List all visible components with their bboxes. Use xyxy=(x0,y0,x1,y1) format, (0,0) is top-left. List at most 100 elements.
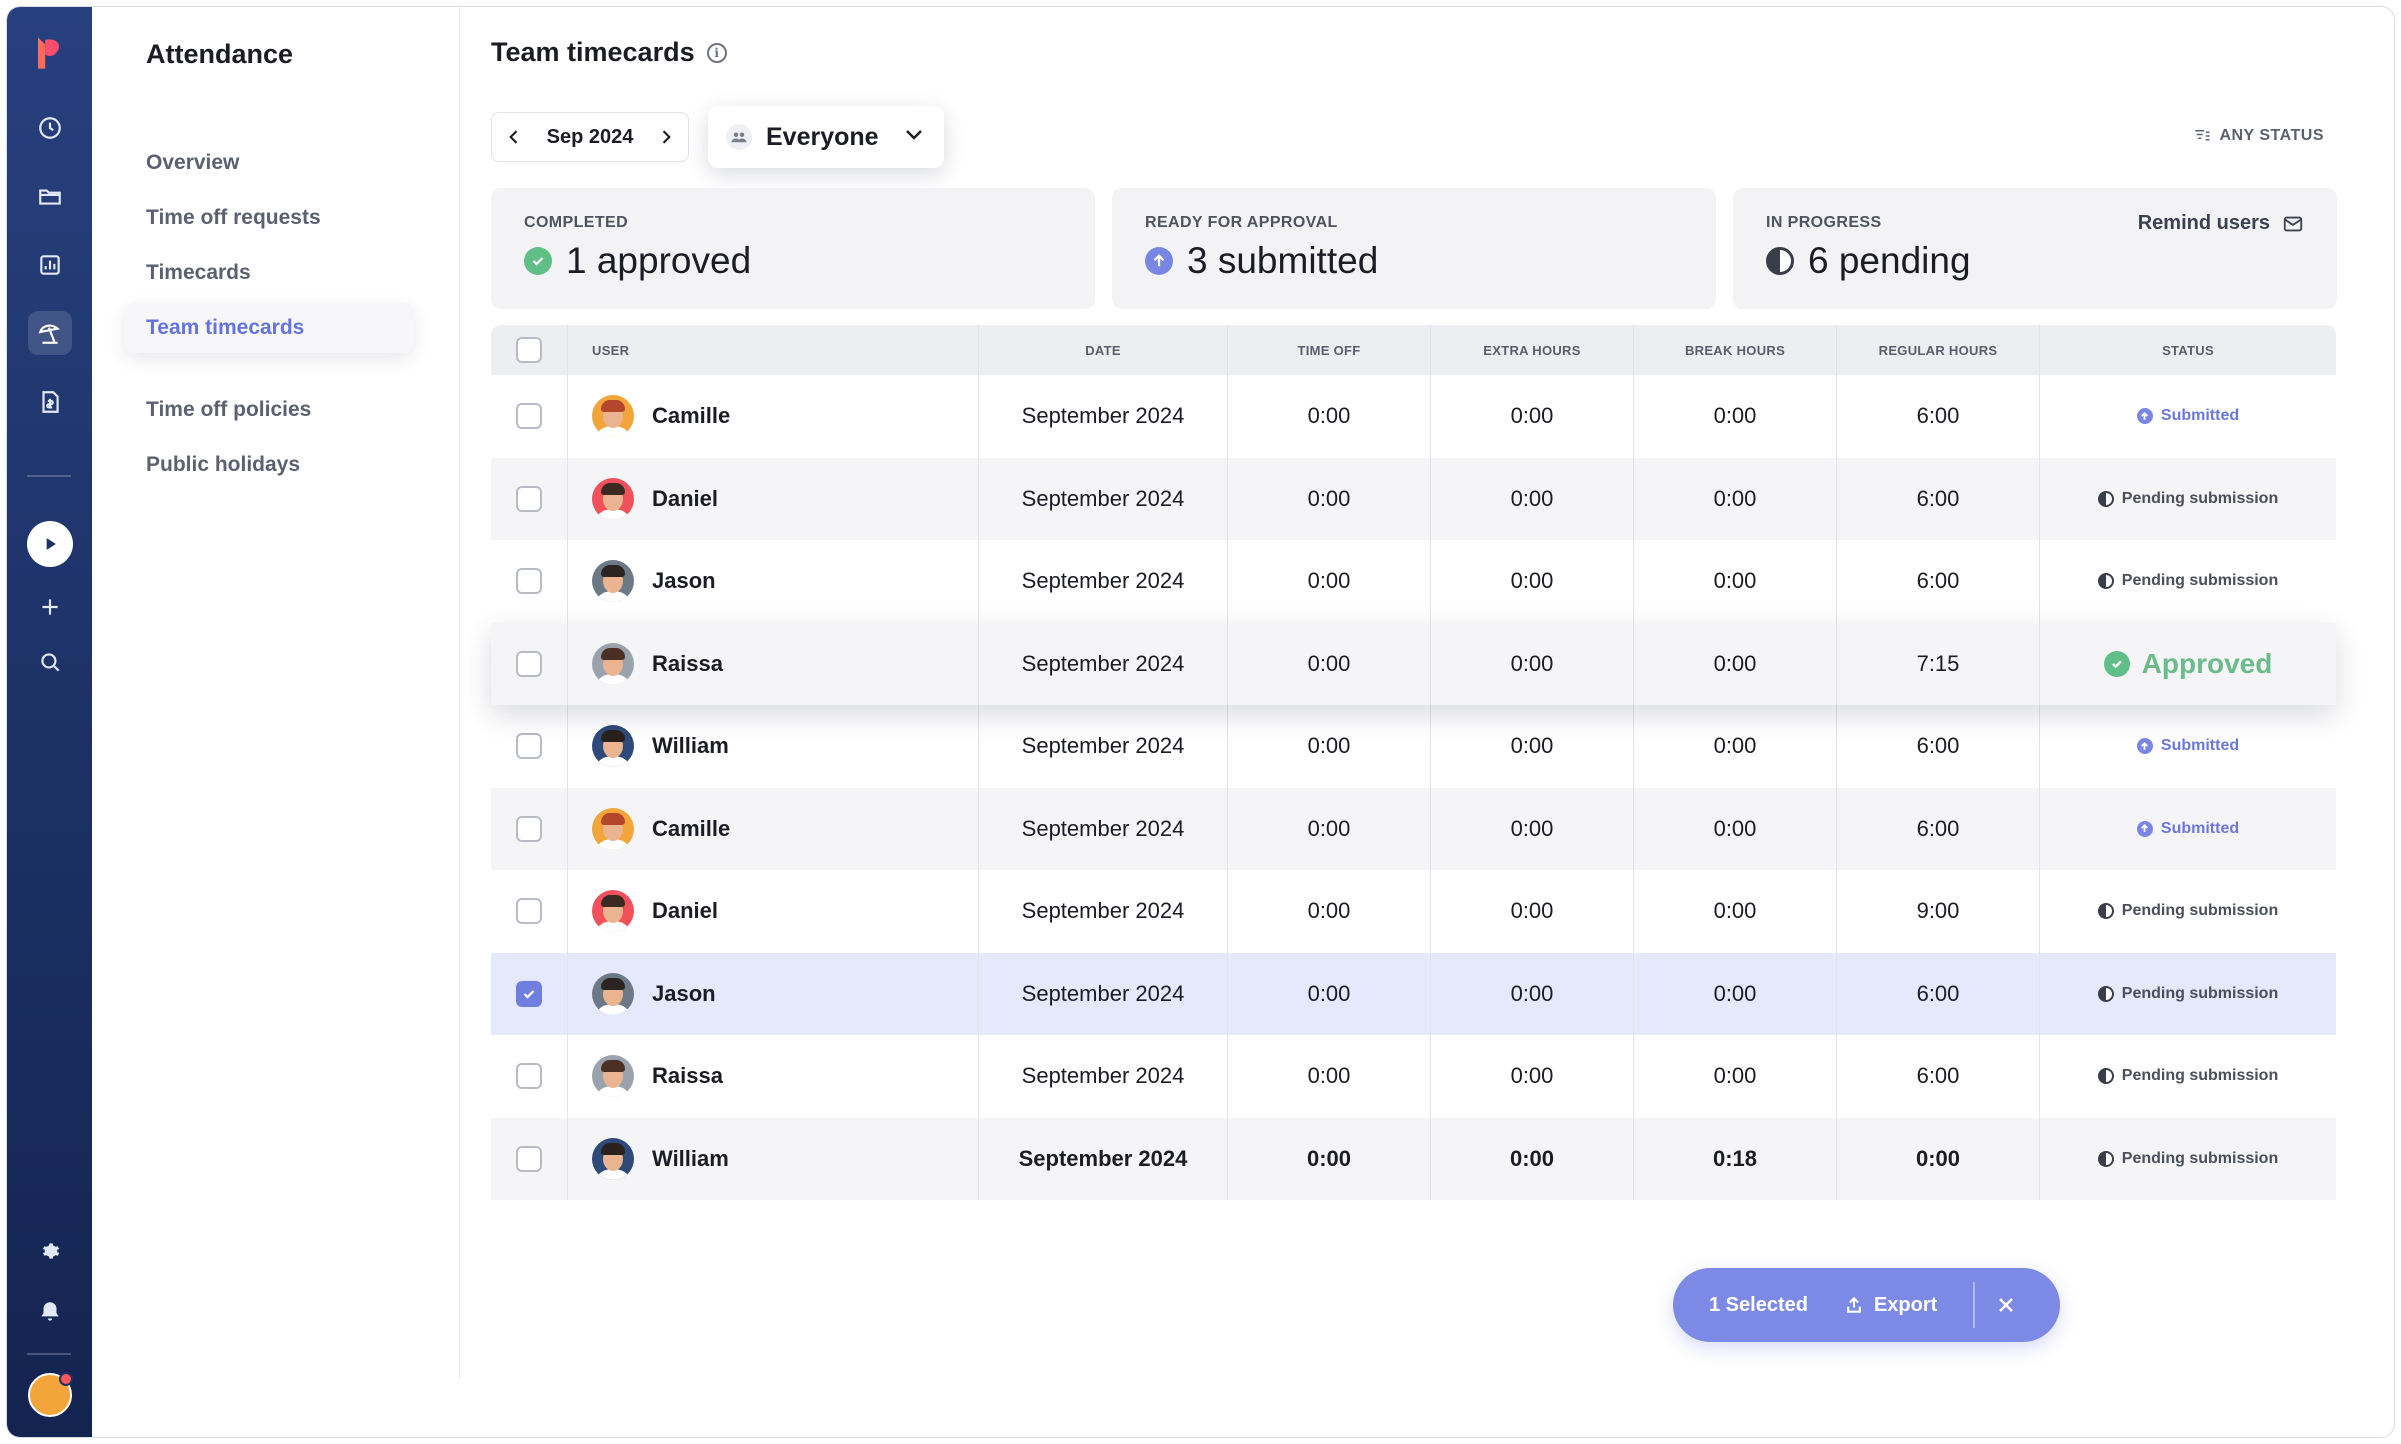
row-checkbox[interactable] xyxy=(516,1145,542,1172)
logo-icon[interactable] xyxy=(28,31,72,75)
avatar-body xyxy=(597,838,629,850)
date-cell: September 2024 xyxy=(979,1035,1228,1118)
row-checkbox[interactable] xyxy=(516,568,542,595)
user-cell[interactable]: William xyxy=(568,705,979,788)
table-row[interactable]: William September 2024 0:00 0:00 0:00 6:00 Sub… xyxy=(491,705,2336,788)
folder-icon[interactable] xyxy=(28,174,72,218)
user-cell[interactable]: Raissa xyxy=(568,1035,979,1118)
status-badge: Pending submission xyxy=(2097,902,2278,920)
status-cell: Pending submission xyxy=(2040,540,2336,623)
row-checkbox[interactable] xyxy=(516,898,542,925)
status-label: Pending submission xyxy=(2121,1067,2279,1085)
close-icon[interactable] xyxy=(1989,1288,2023,1322)
user-cell[interactable]: William xyxy=(568,1117,979,1200)
search-icon[interactable] xyxy=(28,640,72,684)
table-row[interactable]: Camille September 2024 0:00 0:00 0:00 6:00 Sub… xyxy=(491,787,2336,870)
extra-hours-cell: 0:00 xyxy=(1431,457,1634,540)
clock-icon[interactable] xyxy=(28,106,72,150)
time-off-cell: 0:00 xyxy=(1228,540,1431,623)
user-cell[interactable]: Raissa xyxy=(568,622,979,705)
gear-icon[interactable] xyxy=(28,1229,72,1273)
subnav-item-timecards[interactable]: Timecards xyxy=(146,261,251,284)
chevron-down-icon xyxy=(902,122,926,153)
user-cell[interactable]: Jason xyxy=(568,540,979,623)
table-row[interactable]: Raissa September 2024 0:00 0:00 0:00 7:15 Appr… xyxy=(491,622,2336,705)
row-checkbox-cell xyxy=(491,787,568,870)
user-cell[interactable]: Camille xyxy=(568,375,979,458)
break-hours-cell: 0:00 xyxy=(1634,457,1837,540)
table-row[interactable]: William September 2024 0:00 0:00 0:18 0:00 Pen… xyxy=(491,1117,2336,1201)
user-name: Jason xyxy=(652,980,716,1006)
subnav-item-public-holidays[interactable]: Public holidays xyxy=(146,453,301,476)
beach-umbrella-icon[interactable] xyxy=(27,311,72,355)
regular-hours-cell: 0:00 xyxy=(1837,1117,2040,1200)
extra-hours-cell: 0:00 xyxy=(1431,375,1634,458)
user-cell[interactable]: Jason xyxy=(568,952,979,1035)
subnav-item-time-off-policies[interactable]: Time off policies xyxy=(146,398,312,421)
row-checkbox[interactable] xyxy=(516,733,542,760)
header-user[interactable]: USER xyxy=(568,325,979,375)
people-filter-dropdown[interactable]: Everyone xyxy=(708,106,944,168)
regular-hours-cell: 6:00 xyxy=(1837,952,2040,1035)
user-name: Camille xyxy=(652,815,731,841)
people-filter-label: Everyone xyxy=(766,122,879,151)
avatar-hair xyxy=(601,565,625,578)
header-regular-hours[interactable]: REGULAR HOURS xyxy=(1837,325,2040,375)
chevron-right-icon[interactable] xyxy=(656,127,676,147)
header-date[interactable]: DATE xyxy=(979,325,1228,375)
header-status[interactable]: STATUS xyxy=(2162,342,2214,358)
date-cell: September 2024 xyxy=(979,1117,1228,1200)
break-hours-cell: 0:00 xyxy=(1634,705,1837,788)
user-avatar[interactable] xyxy=(27,1372,73,1417)
status-label: Pending submission xyxy=(2121,572,2279,590)
status-cell: Pending submission xyxy=(2040,1118,2336,1201)
header-time-off[interactable]: TIME OFF xyxy=(1228,325,1431,375)
icon-rail xyxy=(7,7,92,1437)
row-checkbox[interactable] xyxy=(516,403,542,430)
subnav-item-overview[interactable]: Overview xyxy=(146,151,240,174)
timecards-table: USER DATE TIME OFF EXTRA HOURS BREAK HOU… xyxy=(491,325,2336,1200)
extra-hours-cell: 0:00 xyxy=(1431,1117,1634,1200)
section-title: Attendance xyxy=(146,39,294,69)
row-checkbox[interactable] xyxy=(516,980,542,1007)
subnav-item-team-timecards[interactable]: Team timecards xyxy=(124,303,414,353)
export-button[interactable]: Export xyxy=(1844,1294,1937,1317)
header-break-hours[interactable]: BREAK HOURS xyxy=(1634,325,1837,375)
arrow-up-circle-icon xyxy=(2136,408,2153,425)
play-icon[interactable] xyxy=(26,521,73,567)
status-cell: Pending submission xyxy=(2040,1035,2336,1118)
table-row[interactable]: Raissa September 2024 0:00 0:00 0:00 6:00 Pend… xyxy=(491,1035,2336,1118)
table-row[interactable]: Daniel September 2024 0:00 0:00 0:00 9:00 Pend… xyxy=(491,870,2336,953)
plus-icon[interactable] xyxy=(28,585,72,629)
table-row[interactable]: Jason September 2024 0:00 0:00 0:00 6:00 Pendi… xyxy=(491,952,2336,1035)
row-checkbox[interactable] xyxy=(516,650,542,677)
half-circle-icon xyxy=(1766,247,1794,275)
row-checkbox[interactable] xyxy=(516,815,542,842)
bell-icon[interactable] xyxy=(28,1290,72,1334)
selection-action-bar: 1 Selected Export xyxy=(1673,1268,2060,1342)
break-hours-cell: 0:00 xyxy=(1634,622,1837,705)
info-icon[interactable]: i xyxy=(706,42,727,63)
month-label[interactable]: Sep 2024 xyxy=(546,125,634,148)
table-row[interactable]: Jason September 2024 0:00 0:00 0:00 6:00 Pendi… xyxy=(491,540,2336,623)
header-extra-hours[interactable]: EXTRA HOURS xyxy=(1431,325,1634,375)
remind-users-button[interactable]: Remind users xyxy=(2138,212,2304,235)
user-cell[interactable]: Daniel xyxy=(568,870,979,953)
row-checkbox[interactable] xyxy=(516,485,542,512)
chevron-left-icon[interactable] xyxy=(504,127,524,147)
table-row[interactable]: Camille September 2024 0:00 0:00 0:00 6:00 Sub… xyxy=(491,375,2336,458)
user-cell[interactable]: Camille xyxy=(568,787,979,870)
table-row[interactable]: Daniel September 2024 0:00 0:00 0:00 6:00 Pend… xyxy=(491,457,2336,540)
row-checkbox-cell xyxy=(491,375,568,458)
row-checkbox[interactable] xyxy=(516,1063,542,1090)
time-off-cell: 0:00 xyxy=(1228,705,1431,788)
stat-label: COMPLETED xyxy=(524,214,629,231)
invoice-icon[interactable] xyxy=(28,380,72,424)
select-all-cell xyxy=(491,325,568,375)
status-filter[interactable]: ANY STATUS xyxy=(2193,127,2324,145)
avatar-body xyxy=(597,756,629,768)
subnav-item-time-off-requests[interactable]: Time off requests xyxy=(146,206,321,229)
user-cell[interactable]: Daniel xyxy=(568,457,979,540)
select-all-checkbox[interactable] xyxy=(516,337,542,363)
chart-icon[interactable] xyxy=(28,243,72,287)
